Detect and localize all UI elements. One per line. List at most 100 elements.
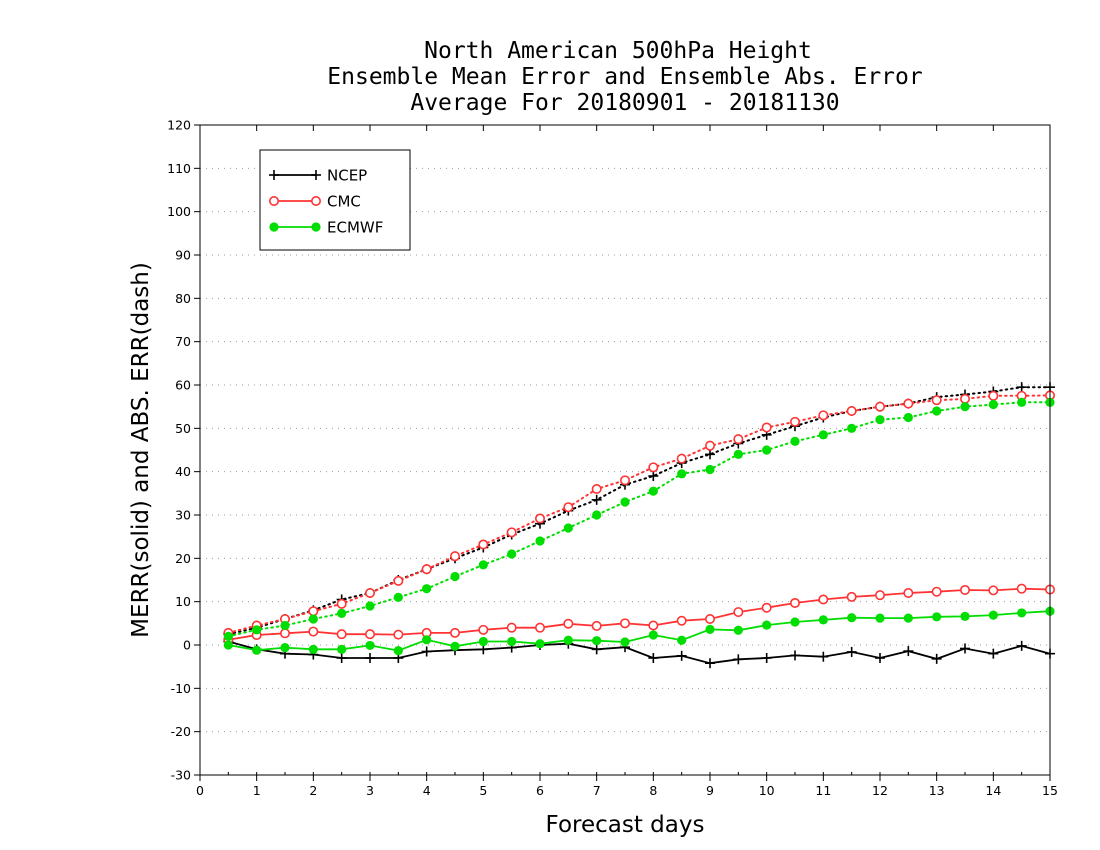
ecmwf-merr-point xyxy=(308,644,318,654)
ecmwf-abs-err-point xyxy=(818,430,828,440)
cmc-abs-err-point xyxy=(733,434,744,445)
x-axis-label: Forecast days xyxy=(546,812,705,838)
cmc-abs-err-point xyxy=(789,416,800,427)
y-tick-label: 70 xyxy=(175,334,191,349)
ncep-merr-point xyxy=(790,650,800,661)
chart-title-line-1: North American 500hPa Height xyxy=(424,38,812,64)
cmc-merr-point xyxy=(449,627,460,638)
cmc-merr-point xyxy=(676,615,687,626)
legend-marker xyxy=(268,196,279,207)
ecmwf-abs-err-point xyxy=(847,423,857,433)
ncep-merr-point xyxy=(336,653,347,663)
y-axis: -30 -20 -10 0 10 20 30 40 50 60 70 80 90 100 110 120 xyxy=(167,118,200,783)
ecmwf-merr-point xyxy=(280,643,290,653)
ecmwf-merr-point xyxy=(988,610,998,620)
cmc-abs-err-point xyxy=(364,587,375,598)
ecmwf-abs-err-line xyxy=(227,401,1051,638)
x-tick-label: 12 xyxy=(872,783,888,798)
ecmwf-abs-err-point xyxy=(308,614,318,624)
ecmwf-abs-err-point xyxy=(393,592,403,602)
cmc-merr-point xyxy=(818,594,829,605)
cmc-abs-err-point xyxy=(449,551,460,562)
x-tick-label: 15 xyxy=(1042,783,1058,798)
cmc-merr-point xyxy=(959,584,970,595)
ecmwf-abs-err-point xyxy=(960,402,970,412)
ecmwf-merr-point xyxy=(648,630,658,640)
cmc-abs-err-point xyxy=(704,440,715,451)
ecmwf-merr-point xyxy=(478,636,488,647)
y-tick-label: 80 xyxy=(175,291,191,306)
cmc-abs-err-point xyxy=(393,575,404,586)
cmc-merr-line xyxy=(228,587,1051,641)
y-tick-label: 30 xyxy=(175,508,191,523)
cmc-merr-point xyxy=(336,629,347,640)
ecmwf-merr-point xyxy=(903,613,913,623)
ecmwf-abs-err-point xyxy=(1017,397,1027,407)
cmc-merr-point xyxy=(1016,583,1027,594)
legend-item-ncep: NCEP xyxy=(269,167,367,185)
ncep-abs-err-line xyxy=(227,386,1051,636)
ecmwf-abs-err-point xyxy=(988,399,998,410)
grid xyxy=(200,167,1050,733)
ecmwf-merr-point xyxy=(960,611,970,622)
cmc-abs-err-point xyxy=(421,564,432,575)
ecmwf-merr-point xyxy=(847,613,857,623)
cmc-merr-point xyxy=(619,618,630,629)
ecmwf-abs-err-point xyxy=(365,601,375,611)
cmc-merr-point xyxy=(733,607,744,618)
y-tick-label: 120 xyxy=(167,118,191,133)
ncep-merr-point xyxy=(733,654,744,665)
cmc-merr-point xyxy=(903,587,914,598)
ecmwf-merr-point xyxy=(563,635,573,645)
ncep-merr-point xyxy=(846,646,857,657)
ecmwf-abs-err-point xyxy=(252,625,262,635)
ecmwf-merr-point xyxy=(422,635,432,645)
ecmwf-abs-err-point xyxy=(875,415,885,425)
cmc-abs-err-point xyxy=(676,453,687,464)
ncep-merr-point xyxy=(988,648,999,659)
ecmwf-merr-point xyxy=(223,640,233,650)
cmc-abs-err-point xyxy=(506,527,517,538)
ncep-abs-err-point xyxy=(648,471,659,481)
legend-label: NCEP xyxy=(327,167,367,185)
cmc-abs-err-point xyxy=(903,398,914,409)
y-tick-label: 100 xyxy=(167,204,191,219)
cmc-abs-err-point xyxy=(648,462,659,473)
cmc-abs-err-point xyxy=(931,395,942,406)
x-tick-label: 1 xyxy=(253,783,261,798)
cmc-merr-point xyxy=(648,620,659,631)
ncep-merr-point xyxy=(960,643,970,654)
ecmwf-abs-err-point xyxy=(422,584,432,594)
cmc-abs-err-point xyxy=(761,422,772,433)
ecmwf-abs-err-point xyxy=(337,608,347,618)
cmc-merr-point xyxy=(874,590,885,601)
legend: NCEP CMC ECMWF xyxy=(259,149,411,251)
ecmwf-abs-err-point xyxy=(932,406,942,416)
cmc-abs-err-point xyxy=(818,410,829,421)
cmc-abs-err-point xyxy=(619,475,630,486)
cmc-merr-point xyxy=(478,624,489,635)
ecmwf-merr-point xyxy=(507,636,517,647)
x-tick-label: 8 xyxy=(649,783,657,798)
y-tick-label: -10 xyxy=(171,681,191,696)
cmc-merr-point xyxy=(308,626,319,637)
series-ecmwf xyxy=(223,397,1055,656)
cmc-abs-err-point xyxy=(478,539,489,550)
ecmwf-merr-point xyxy=(393,646,403,656)
chart-title-line-3: Average For 20180901 - 20181130 xyxy=(410,90,839,116)
ncep-abs-err-point xyxy=(705,449,715,460)
ecmwf-merr-point xyxy=(1017,608,1027,618)
legend-marker xyxy=(311,170,321,180)
ecmwf-merr-point xyxy=(875,613,885,623)
ncep-merr-point xyxy=(648,653,659,663)
cmc-merr-point xyxy=(393,629,404,640)
ecmwf-merr-point xyxy=(932,612,942,622)
legend-label: CMC xyxy=(327,193,361,211)
cmc-merr-point xyxy=(988,585,999,596)
x-tick-label: 7 xyxy=(593,783,601,798)
x-tick-label: 9 xyxy=(706,783,714,798)
y-tick-label: 40 xyxy=(175,464,191,479)
legend-marker xyxy=(269,170,279,180)
cmc-merr-point xyxy=(279,628,290,639)
ncep-merr-point xyxy=(761,653,772,663)
